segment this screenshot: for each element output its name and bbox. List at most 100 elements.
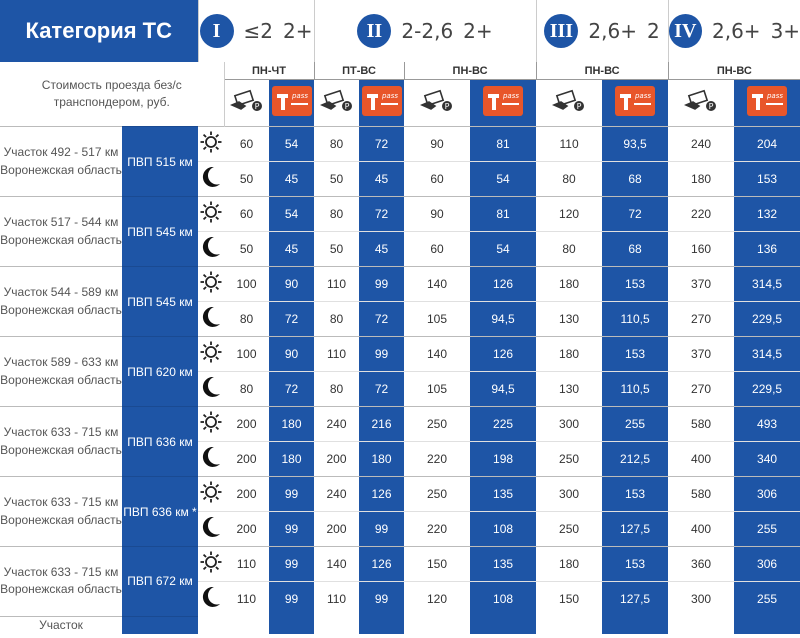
- cash-price: 60: [224, 126, 269, 162]
- cash-price: 250: [404, 406, 471, 442]
- toll-point-label: ПВП 620 км: [122, 336, 198, 407]
- transponder-price: 68: [602, 231, 669, 267]
- transponder-price: 72: [359, 126, 405, 162]
- transponder-price: 99: [359, 581, 405, 616]
- svg-text:pass: pass: [290, 92, 307, 100]
- cash-price: 80: [314, 126, 360, 162]
- cash-price: 80: [314, 371, 360, 407]
- cash-price: 270: [668, 371, 735, 407]
- cash-price: 150: [404, 546, 471, 582]
- cash-price: 90: [404, 196, 471, 232]
- transponder-price: 306: [734, 546, 800, 582]
- sun-icon: [198, 476, 224, 512]
- cash-price: 200: [224, 441, 269, 477]
- cash-price: 110: [536, 126, 603, 162]
- table-row: 50 45 50 45 60 54 80 68 160 136: [0, 231, 800, 267]
- transponder-price: 72: [269, 301, 315, 337]
- transponder-price: 204: [734, 126, 800, 162]
- cash-price: [536, 616, 602, 634]
- cash-price: 80: [224, 301, 269, 337]
- height-label: 2-2,6: [401, 19, 454, 43]
- segment-label: Участок 633 - 715 км Воронежская область: [0, 406, 122, 477]
- cash-price: 180: [536, 266, 603, 302]
- transponder-price: [269, 616, 315, 635]
- table-row: Участок 633 - 715 км Воронежская область…: [0, 546, 800, 616]
- transponder-price: 81: [470, 196, 537, 232]
- cash-price: 220: [668, 196, 735, 232]
- sun-icon: [198, 336, 224, 372]
- segment-label: Участок 633 - 715 км Воронежская область: [0, 546, 122, 616]
- table-row: Участок 517 - 544 км Воронежская область…: [0, 196, 800, 267]
- transponder-price: 132: [734, 196, 800, 232]
- transponder-price: 180: [269, 441, 315, 477]
- height-label: 2,6+: [588, 19, 637, 43]
- axles-label: 2+: [283, 19, 313, 43]
- cash-price: 250: [536, 511, 603, 547]
- transponder-price: 110,5: [602, 301, 669, 337]
- toll-point-label: ПВП 672 км: [122, 546, 198, 616]
- transponder-price: 54: [269, 126, 315, 162]
- transponder-price: 94,5: [470, 371, 537, 407]
- cash-price: 580: [668, 476, 735, 512]
- transponder-price: 108: [470, 581, 537, 616]
- sun-icon: [198, 126, 224, 162]
- transponder-price: 493: [734, 406, 800, 442]
- cash-price: 80: [314, 196, 360, 232]
- transponder-price: 225: [470, 406, 537, 442]
- height-label: ≤2: [243, 19, 273, 43]
- cash-payment-icon: P: [668, 80, 734, 127]
- svg-text:P: P: [254, 102, 259, 111]
- cash-price: 300: [536, 476, 603, 512]
- cash-payment-icon: P: [536, 80, 602, 127]
- transponder-price: 45: [359, 161, 405, 197]
- sun-icon: [198, 196, 224, 232]
- transponder-price: 153: [602, 266, 669, 302]
- transponder-price: 93,5: [602, 126, 669, 162]
- transponder-price: 90: [269, 266, 315, 302]
- roman-numeral-badge: IV: [669, 14, 702, 48]
- moon-icon: [198, 441, 224, 477]
- transponder-price: 255: [734, 581, 800, 616]
- days-label: ПН-ЧТ: [223, 62, 315, 80]
- transponder-price: 54: [269, 196, 315, 232]
- cash-price: 300: [536, 406, 603, 442]
- sun-icon: [198, 266, 224, 302]
- transponder-price: 153: [602, 336, 669, 372]
- transponder-price: 126: [359, 476, 405, 512]
- transponder-price: 306: [734, 476, 800, 512]
- cash-price: 140: [314, 546, 360, 582]
- toll-point-label: ПВП 545 км: [122, 266, 198, 337]
- cash-price: 370: [668, 266, 735, 302]
- sun-icon: [198, 406, 224, 442]
- table-row: 80 72 80 72 105 94,5 130 110,5 270 229,5: [0, 371, 800, 407]
- toll-point-label: ПВП 636 км *: [122, 476, 198, 547]
- cash-price: 120: [536, 196, 603, 232]
- cash-price: [314, 616, 359, 634]
- t-pass-icon: pass: [602, 79, 669, 127]
- cash-price: 400: [668, 511, 735, 547]
- table-row: Участок 633 - 715 км Воронежская область…: [0, 476, 800, 547]
- cash-price: 50: [314, 231, 360, 267]
- transponder-price: 255: [602, 406, 669, 442]
- svg-text:P: P: [344, 102, 349, 111]
- transponder-price: 127,5: [602, 511, 669, 547]
- transponder-price: 72: [359, 301, 405, 337]
- category-3-header: III 2,6+ 2: [535, 0, 669, 62]
- cash-price: 50: [224, 161, 269, 197]
- roman-numeral-badge: I: [199, 14, 234, 48]
- transponder-price: 126: [470, 336, 537, 372]
- t-pass-icon: pass: [470, 79, 537, 127]
- transponder-price: [734, 616, 800, 635]
- svg-text:pass: pass: [502, 92, 519, 100]
- table-row: Участок 492 - 517 км Воронежская область…: [0, 126, 800, 197]
- transponder-price: 81: [470, 126, 537, 162]
- cash-price: 220: [404, 511, 471, 547]
- toll-point-label: [122, 615, 198, 635]
- moon-icon: [198, 581, 224, 616]
- transponder-price: 45: [269, 231, 315, 267]
- cash-price: 100: [224, 336, 269, 372]
- t-pass-icon: pass: [269, 79, 315, 127]
- cash-price: 60: [404, 231, 471, 267]
- cash-price: 270: [668, 301, 735, 337]
- transponder-price: [359, 616, 405, 635]
